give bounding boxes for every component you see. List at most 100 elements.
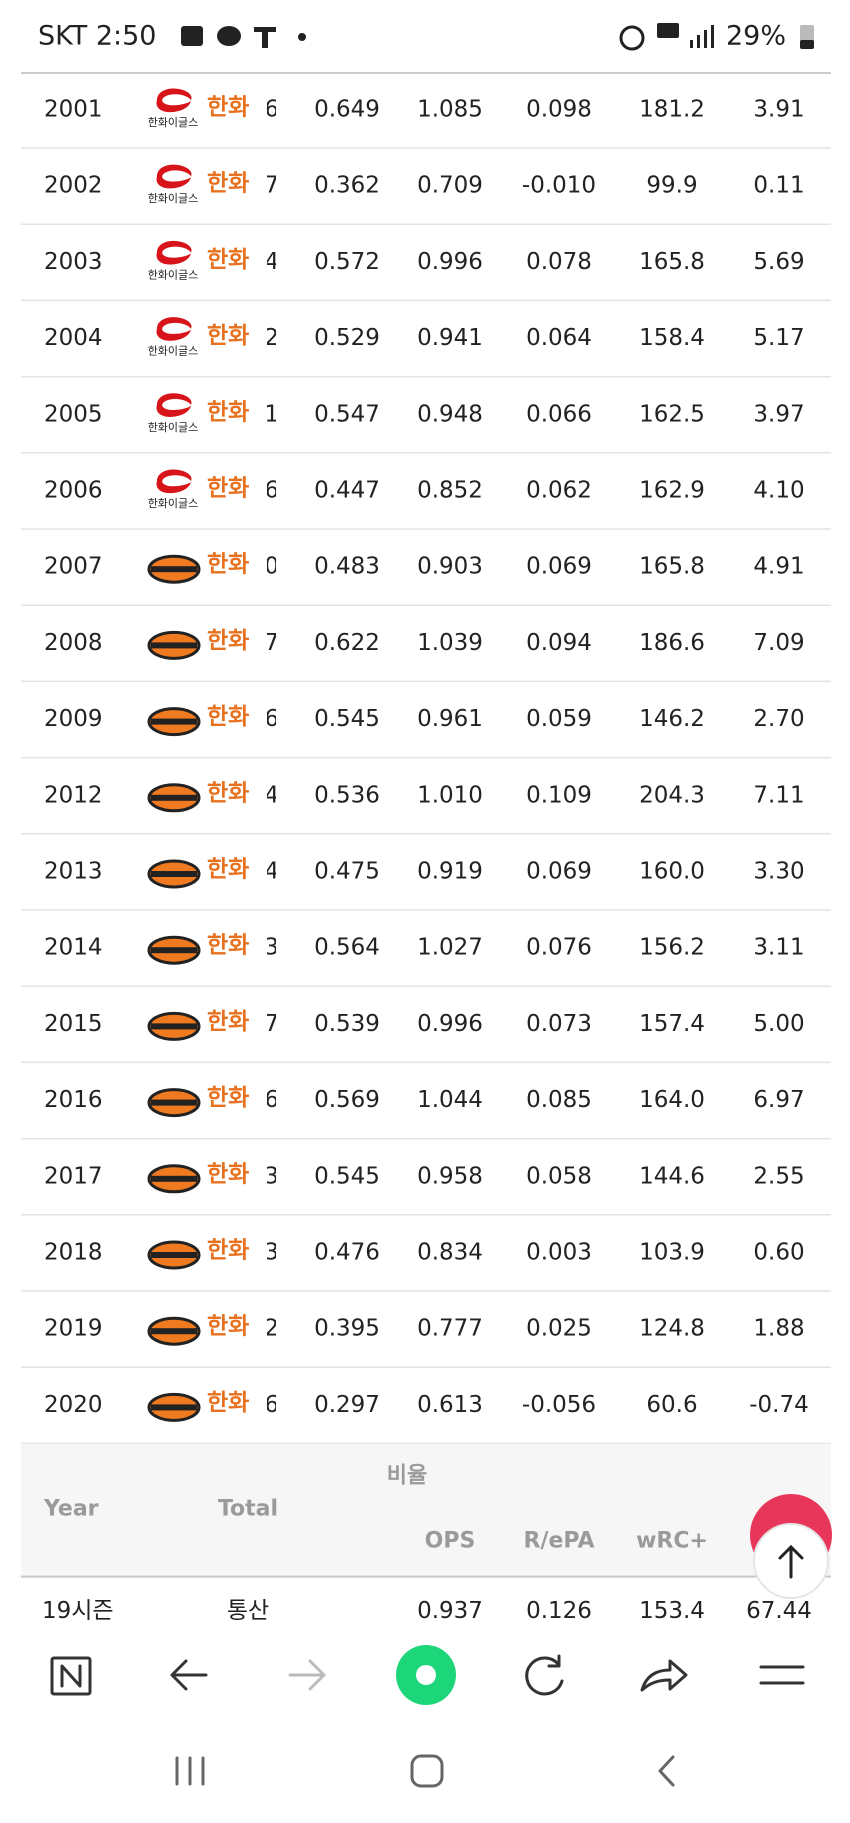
stat-cell: 146.2: [639, 706, 705, 732]
logo-swoosh: [156, 393, 192, 417]
stat-cell: 0.613: [417, 1392, 483, 1418]
back-button[interactable]: [170, 1659, 208, 1691]
stat-cell: 165.8: [639, 249, 705, 275]
stat-cell: 0.025: [526, 1316, 592, 1342]
team-name: 한화: [207, 399, 249, 425]
team-name: 한화: [207, 95, 249, 121]
logo-text: 한화이글스: [148, 497, 199, 510]
stat-cell: 5.00: [753, 1011, 804, 1037]
clipped-cell: 3: [264, 1240, 279, 1266]
stat-cell: 0.622: [314, 630, 380, 656]
year: 2005: [44, 401, 103, 427]
stat-cell: 99.9: [646, 173, 697, 199]
logo-band: [151, 1404, 197, 1411]
status-bar: [0, 0, 850, 72]
team-name: 한화: [207, 1314, 249, 1340]
home-button[interactable]: [410, 1754, 444, 1788]
stat-cell: 0.996: [417, 1011, 483, 1037]
up-arrow-icon: [778, 1544, 804, 1579]
total-header: Total: [218, 1497, 278, 1522]
stat-cell: 0.069: [526, 859, 592, 885]
stat-cell: 144.6: [639, 1163, 705, 1189]
team-name: 한화: [207, 704, 249, 730]
stat-cell: 160.0: [639, 859, 705, 885]
forward-button[interactable]: [288, 1659, 326, 1691]
stat-cell: 0.547: [314, 401, 380, 427]
stat-cell: 0.961: [417, 706, 483, 732]
system-back-button[interactable]: [658, 1755, 675, 1787]
team-name: 한화: [207, 552, 249, 578]
team-name: 한화: [207, 780, 249, 806]
stat-cell: 0.60: [753, 1240, 804, 1266]
battery-level: 29%: [726, 21, 786, 52]
n-button[interactable]: [50, 1656, 92, 1696]
logo-band: [151, 718, 197, 725]
stat-cell: -0.74: [749, 1392, 809, 1418]
stat-cell: 165.8: [639, 554, 705, 580]
team-name: 한화: [207, 247, 249, 273]
team-name: 한화: [207, 1085, 249, 1111]
stat-cell: 0.073: [526, 1011, 592, 1037]
logo-band: [151, 566, 197, 573]
logo-swoosh: [156, 469, 192, 494]
logo-band: [151, 947, 197, 954]
year: 2019: [44, 1316, 103, 1342]
clipped-cell: 1: [264, 401, 279, 427]
stat-cell: -0.010: [522, 173, 596, 199]
stat-cell: 1.085: [417, 97, 483, 123]
clipped-cell: 3: [264, 1163, 279, 1189]
stat-cell: 0.064: [526, 325, 592, 351]
share-button[interactable]: [640, 1659, 688, 1692]
team-name: 한화: [207, 171, 249, 197]
clipped-cell: 0: [264, 554, 279, 580]
year: 2020: [44, 1392, 103, 1418]
stat-cell: 0.475: [314, 859, 380, 885]
stat-cell: 0.709: [417, 173, 483, 199]
total-year: 19시즌: [42, 1598, 114, 1624]
stat-cell: 0.094: [526, 630, 592, 656]
stat-cell: 0.098: [526, 97, 592, 123]
stat-cell: 0.078: [526, 249, 592, 275]
footer-header-bg: [21, 1443, 831, 1577]
stat-cell: 3.30: [753, 859, 804, 885]
stat-cell: 164.0: [639, 1087, 705, 1113]
stat-cell: 0.076: [526, 935, 592, 961]
year: 2008: [44, 630, 103, 656]
year: 2012: [44, 782, 103, 808]
clipped-cell: 2: [264, 325, 279, 351]
total-cell: 0.126: [526, 1598, 592, 1624]
team-name: 한화: [207, 1009, 249, 1035]
logo-band: [151, 1175, 197, 1182]
group-header: 비율: [387, 1464, 427, 1489]
year: 2004: [44, 325, 103, 351]
stat-cell: 162.5: [639, 401, 705, 427]
stat-cell: 158.4: [639, 325, 705, 351]
refresh-button[interactable]: [525, 1654, 564, 1696]
stat-cell: 204.3: [639, 782, 705, 808]
stat-cell: -0.056: [522, 1392, 596, 1418]
stat-cell: 3.11: [753, 935, 804, 961]
year: 2003: [44, 249, 103, 275]
logo-text: 한화이글스: [148, 421, 199, 434]
stat-cell: 0.447: [314, 478, 380, 504]
logo-band: [151, 1328, 197, 1335]
column-header: R/ePA: [523, 1529, 594, 1554]
logo-band: [151, 1099, 197, 1106]
stat-cell: 162.9: [639, 478, 705, 504]
year: 2006: [44, 478, 103, 504]
clipped-cell: 6: [264, 97, 279, 123]
logo-text: 한화이글스: [148, 268, 199, 281]
stat-cell: 1.027: [417, 935, 483, 961]
year: 2018: [44, 1240, 103, 1266]
stat-cell: 1.044: [417, 1087, 483, 1113]
clipped-cell: 7: [264, 1011, 279, 1037]
total-cell: 0.937: [417, 1598, 483, 1624]
stat-cell: 3.91: [753, 97, 804, 123]
stat-cell: 0.109: [526, 782, 592, 808]
logo-swoosh: [156, 317, 192, 341]
clipped-cell: 6: [264, 1087, 279, 1113]
team-name: 한화: [207, 1390, 249, 1416]
stat-cell: 5.17: [753, 325, 804, 351]
